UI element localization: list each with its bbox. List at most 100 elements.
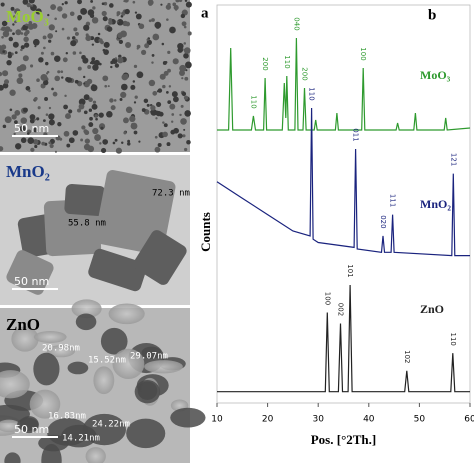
x-tick-label: 20: [262, 415, 274, 425]
peak-label: 040: [292, 17, 300, 30]
particle: [83, 129, 88, 134]
particle: [108, 17, 113, 22]
particle: [104, 84, 108, 88]
particle: [61, 13, 68, 19]
particle: [83, 75, 86, 79]
particle: [0, 370, 30, 399]
particle: [48, 39, 52, 43]
particle: [97, 32, 101, 36]
series-label: ZnO: [420, 302, 444, 316]
particle: [147, 0, 154, 6]
particle: [91, 17, 99, 24]
particle: [109, 98, 114, 103]
particle: [134, 11, 138, 14]
xrd-pattern: [216, 107, 470, 257]
particle: [106, 111, 113, 118]
particle: [1, 35, 4, 39]
particle: [26, 2, 31, 8]
particle: [156, 101, 162, 107]
particle: [64, 1, 68, 5]
particle: [123, 117, 129, 124]
particle: [4, 116, 12, 124]
particle: [72, 130, 79, 136]
particle: [80, 138, 84, 142]
particle: [132, 0, 136, 4]
particle: [114, 57, 118, 60]
particle: [63, 130, 70, 137]
particle: [48, 113, 55, 120]
particle: [10, 6, 15, 11]
particle: [18, 73, 23, 78]
particle: [77, 17, 82, 21]
particle: [60, 70, 64, 74]
particle: [151, 54, 155, 57]
particle: [91, 103, 98, 110]
peak-label: 110: [308, 87, 316, 100]
particle: [102, 16, 108, 22]
particle: [119, 98, 123, 102]
particle: [143, 98, 149, 104]
particle: [66, 143, 71, 148]
particle: [148, 79, 156, 87]
particle: [129, 115, 136, 123]
particle: [59, 137, 63, 141]
particle: [4, 452, 21, 463]
particle: [20, 48, 23, 52]
measurement-label: 14.21nm: [62, 434, 100, 444]
particle: [79, 51, 82, 55]
particle: [123, 73, 129, 80]
particle: [164, 60, 168, 64]
particle: [13, 15, 16, 19]
peak-label: 200: [261, 57, 269, 70]
particle: [163, 70, 169, 76]
particle: [99, 142, 102, 145]
x-axis-title: Pos. [°2Th.]: [311, 432, 377, 447]
particle: [181, 91, 187, 97]
particle: [144, 360, 183, 374]
particle: [6, 59, 12, 66]
particle: [0, 84, 4, 91]
particle: [98, 112, 104, 118]
particle: [66, 36, 71, 40]
particle: [25, 29, 30, 35]
particle: [152, 33, 160, 41]
particle: [170, 129, 176, 135]
particle: [45, 113, 49, 116]
particle: [180, 13, 186, 19]
particle: [33, 352, 60, 386]
particle: [160, 3, 163, 6]
particle: [50, 51, 55, 56]
particle: [57, 6, 63, 12]
y-axis-title: Counts: [198, 212, 213, 252]
peak-label: 121: [449, 153, 457, 166]
particle: [43, 119, 46, 123]
particle: [11, 326, 39, 352]
xrd-pattern: [217, 37, 471, 131]
particle: [131, 122, 134, 126]
measurement-label: 16.83nm: [48, 412, 86, 422]
particle: [44, 97, 49, 101]
x-tick-label: 40: [363, 415, 375, 425]
particle: [178, 0, 183, 3]
particle: [17, 417, 39, 432]
particle: [38, 57, 44, 63]
particle: [81, 125, 86, 130]
particle: [63, 104, 69, 110]
particle: [136, 71, 144, 79]
particle: [40, 73, 48, 81]
particle: [94, 114, 98, 118]
particle: [1, 26, 6, 31]
particle: [173, 96, 179, 103]
particle: [7, 51, 12, 56]
tem-image: MoO₃ 50 nm: [0, 0, 192, 154]
particle: [15, 29, 22, 36]
particle: [74, 31, 79, 36]
scale-bar-label: 50 nm: [14, 122, 49, 135]
particle: [112, 141, 116, 145]
measurement-label: 24.22nm: [92, 420, 130, 430]
peak-label: 110: [249, 95, 257, 108]
particle: [173, 5, 179, 11]
particle: [183, 42, 187, 45]
measurement-label: 55.8 nm: [68, 219, 106, 229]
particle: [51, 87, 54, 91]
